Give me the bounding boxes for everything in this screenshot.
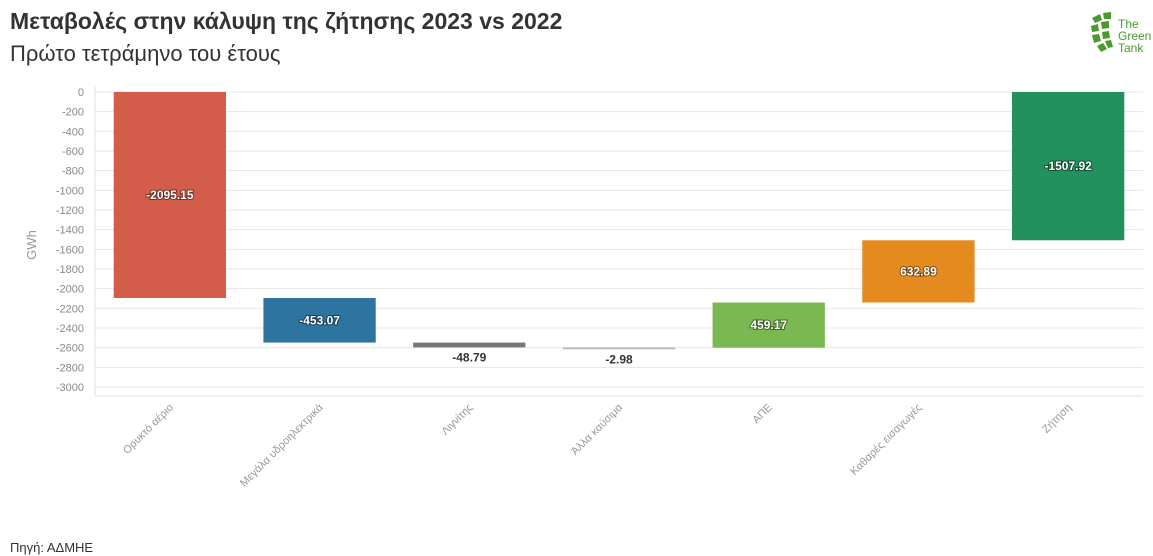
logo-line-2: Green xyxy=(1118,29,1152,43)
y-tick-label: -1200 xyxy=(56,205,84,217)
source-note: Πηγή: ΑΔΜΗΕ xyxy=(10,540,94,555)
bar xyxy=(113,92,226,299)
bar xyxy=(712,302,825,348)
bar xyxy=(562,347,676,350)
x-axis-categories: Ορυκτό αέριο Μεγάλα υδροηλεκτρικά Λιγνίτης… xyxy=(121,401,1074,489)
y-axis-title: GWh xyxy=(24,230,39,260)
logo-text: The Green Tank xyxy=(1118,18,1153,54)
chart-title: Μεταβολές στην κάλυψη της ζήτησης 2023 v… xyxy=(10,8,563,34)
y-tick-label: -600 xyxy=(62,146,84,158)
data-label: -1507.92 xyxy=(1044,159,1092,173)
x-tick-label: Άλλα καύσιμα xyxy=(569,401,625,457)
data-label: -2095.15 xyxy=(146,188,194,202)
y-tick-label: -1000 xyxy=(56,185,84,197)
bar xyxy=(263,298,376,343)
y-tick-label: -400 xyxy=(62,126,84,138)
x-tick-label: Καθαρές εισαγωγές xyxy=(848,402,924,478)
x-tick-label: Μεγάλα υδροηλεκτρικά xyxy=(238,401,326,489)
y-tick-label: -200 xyxy=(62,107,84,119)
bars xyxy=(113,92,1125,350)
bar xyxy=(1012,92,1125,241)
x-tick-label: Ζήτηση xyxy=(1040,402,1074,436)
green-tank-logo-icon xyxy=(1091,12,1113,52)
y-tick-label: -800 xyxy=(62,166,84,178)
y-tick-label: -3000 xyxy=(56,382,84,394)
data-label: 632.89 xyxy=(900,264,937,278)
y-tick-label: -2000 xyxy=(56,284,84,296)
y-tick-label: -2400 xyxy=(56,323,84,335)
waterfall-chart: 0 -200 -400 -600 -800 -1000 -1200 -1400 -1600 -18… xyxy=(24,85,1143,489)
y-tick-label: -2800 xyxy=(56,362,84,374)
value-labels: -2095.15 -453.07 -48.79 -2.98 459.17 632.89 -1… xyxy=(145,158,1093,368)
data-label: -48.79 xyxy=(452,350,486,364)
bar xyxy=(413,342,526,348)
chart-subtitle: Πρώτο τετράμηνο του έτους xyxy=(10,41,281,66)
y-tick-label: -1600 xyxy=(56,244,84,256)
data-label: 459.17 xyxy=(750,318,787,332)
x-tick-label: Ορυκτό αέριο xyxy=(121,402,176,457)
bar xyxy=(862,240,975,303)
y-tick-label: -1400 xyxy=(56,225,84,237)
data-label: -453.07 xyxy=(299,313,340,327)
logo-line-3: Tank xyxy=(1118,41,1144,55)
x-tick-label: ΑΠΕ xyxy=(750,402,774,426)
y-tick-label: -2600 xyxy=(56,343,84,355)
y-axis-ticks: 0 -200 -400 -600 -800 -1000 -1200 -1400 -1600 -18… xyxy=(56,87,84,394)
x-tick-label: Λιγνίτης xyxy=(439,402,475,438)
data-label: -2.98 xyxy=(605,352,633,366)
logo-line-1: The xyxy=(1118,17,1139,31)
y-tick-label: 0 xyxy=(78,87,84,99)
y-tick-label: -1800 xyxy=(56,264,84,276)
y-tick-label: -2200 xyxy=(56,303,84,315)
